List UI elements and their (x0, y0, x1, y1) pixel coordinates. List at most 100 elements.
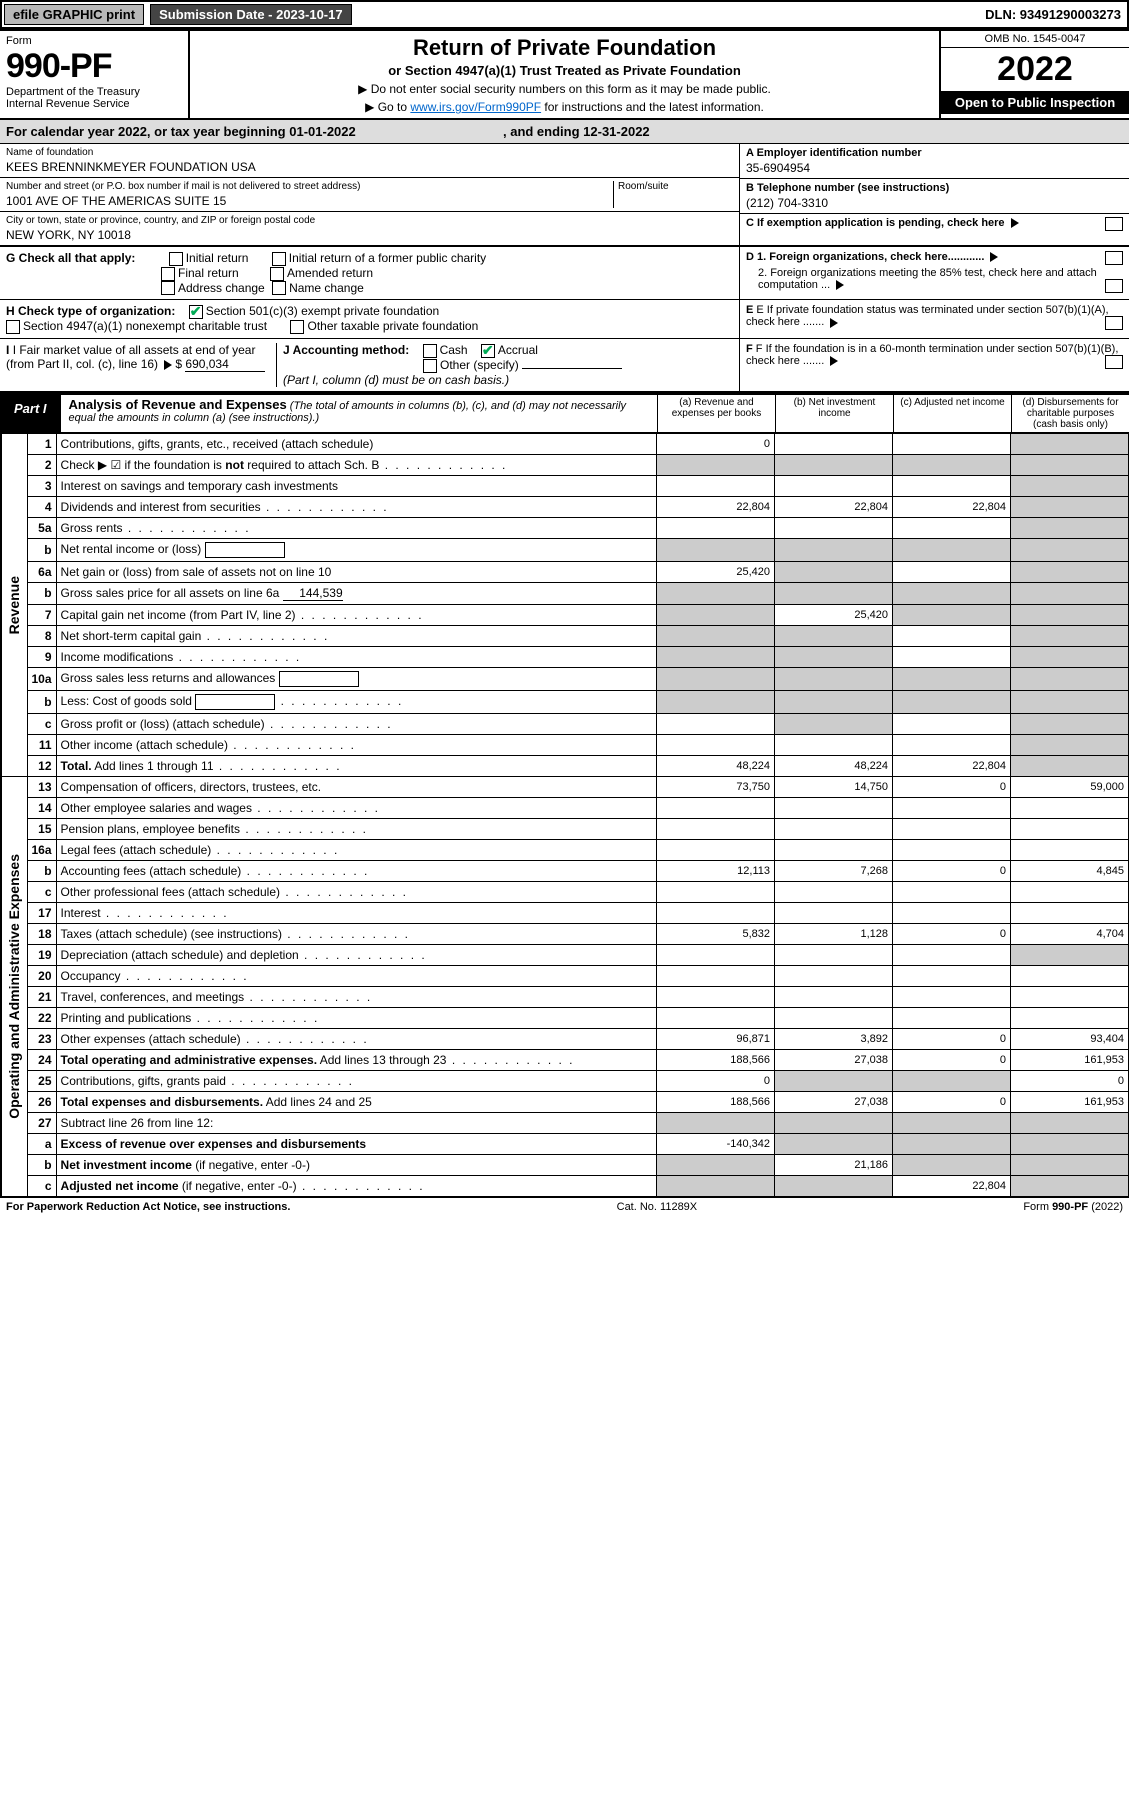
final-return-checkbox[interactable] (161, 267, 175, 281)
other-taxable-checkbox[interactable] (290, 320, 304, 334)
col-d-header: (d) Disbursements for charitable purpose… (1011, 395, 1129, 432)
table-row: 18Taxes (attach schedule) (see instructi… (1, 923, 1129, 944)
cash-checkbox[interactable] (423, 344, 437, 358)
i-j-section: I I Fair market value of all assets at e… (0, 339, 739, 391)
4947-checkbox[interactable] (6, 320, 20, 334)
table-row: 20Occupancy (1, 965, 1129, 986)
cell-col-b (775, 538, 893, 561)
revenue-side-label: Revenue (1, 433, 27, 776)
cell-col-a (657, 1154, 775, 1175)
efile-print-button[interactable]: efile GRAPHIC print (4, 4, 144, 25)
expenses-side-label: Operating and Administrative Expenses (1, 776, 27, 1196)
cell-col-c: 0 (893, 923, 1011, 944)
i-section: I I Fair market value of all assets at e… (6, 343, 276, 387)
amended-return-checkbox[interactable] (270, 267, 284, 281)
form-link[interactable]: www.irs.gov/Form990PF (410, 100, 541, 114)
table-row: 17Interest (1, 902, 1129, 923)
cell-col-a (657, 646, 775, 667)
line-description: Gross sales price for all assets on line… (56, 582, 656, 604)
arrow-icon (990, 252, 998, 262)
cell-col-a (657, 1007, 775, 1028)
cell-col-d: 161,953 (1011, 1049, 1129, 1070)
cell-col-c (893, 881, 1011, 902)
accrual-checkbox[interactable] (481, 344, 495, 358)
arrow-icon (830, 318, 838, 328)
cell-col-c (893, 475, 1011, 496)
cell-col-c (893, 734, 1011, 755)
cell-col-d (1011, 755, 1129, 776)
cell-col-d: 4,704 (1011, 923, 1129, 944)
cell-col-d (1011, 690, 1129, 713)
submission-date-button[interactable]: Submission Date - 2023-10-17 (150, 4, 352, 25)
cell-col-a (657, 902, 775, 923)
cell-col-a (657, 734, 775, 755)
line-number: 4 (27, 496, 56, 517)
cell-col-c: 0 (893, 1049, 1011, 1070)
e-text: E If private foundation status was termi… (746, 304, 1109, 328)
addr-label: Number and street (or P.O. box number if… (6, 181, 613, 192)
table-row: 27Subtract line 26 from line 12: (1, 1112, 1129, 1133)
cell-col-a (657, 538, 775, 561)
cell-col-d (1011, 986, 1129, 1007)
name-change-checkbox[interactable] (272, 281, 286, 295)
g-section: G Check all that apply: Initial return I… (0, 247, 739, 299)
initial-return-checkbox[interactable] (169, 252, 183, 266)
form-number-cell: Form 990-PF Department of the Treasury I… (0, 31, 190, 118)
cell-col-d (1011, 517, 1129, 538)
table-row: 2Check ▶ ☑ if the foundation is not requ… (1, 454, 1129, 475)
other-method-checkbox[interactable] (423, 359, 437, 373)
cell-col-d (1011, 561, 1129, 582)
line-number: 19 (27, 944, 56, 965)
j-note: (Part I, column (d) must be on cash basi… (283, 373, 509, 387)
line-number: 12 (27, 755, 56, 776)
line-description: Interest on savings and temporary cash i… (56, 475, 656, 496)
d2-checkbox[interactable] (1105, 279, 1123, 293)
title-center: Return of Private Foundation or Section … (190, 31, 939, 118)
line-number: 16a (27, 839, 56, 860)
line-number: 21 (27, 986, 56, 1007)
cell-col-b (775, 646, 893, 667)
title-block: Form 990-PF Department of the Treasury I… (0, 29, 1129, 120)
cell-col-b (775, 965, 893, 986)
cell-col-a: 188,566 (657, 1049, 775, 1070)
line-number: a (27, 1133, 56, 1154)
cell-col-a (657, 517, 775, 538)
cell-col-c (893, 433, 1011, 454)
line-number: 22 (27, 1007, 56, 1028)
address-change-checkbox[interactable] (161, 281, 175, 295)
initial-public-checkbox[interactable] (272, 252, 286, 266)
table-row: 19Depreciation (attach schedule) and dep… (1, 944, 1129, 965)
table-row: 8Net short-term capital gain (1, 625, 1129, 646)
instruction-1: ▶ Do not enter social security numbers o… (198, 82, 931, 96)
form-number: 990-PF (6, 47, 182, 86)
cell-col-b (775, 475, 893, 496)
cell-col-b: 48,224 (775, 755, 893, 776)
table-row: 14Other employee salaries and wages (1, 797, 1129, 818)
line-description: Excess of revenue over expenses and disb… (56, 1133, 656, 1154)
501c3-checkbox[interactable] (189, 305, 203, 319)
line-number: 17 (27, 902, 56, 923)
line-number: 20 (27, 965, 56, 986)
line-description: Adjusted net income (if negative, enter … (56, 1175, 656, 1196)
g-opt-4: Address change (178, 281, 265, 295)
cell-col-c (893, 839, 1011, 860)
cell-col-d (1011, 604, 1129, 625)
exemption-checkbox[interactable] (1105, 217, 1123, 231)
cell-col-d (1011, 454, 1129, 475)
table-row: 3Interest on savings and temporary cash … (1, 475, 1129, 496)
line-description: Occupancy (56, 965, 656, 986)
line-description: Dividends and interest from securities (56, 496, 656, 517)
cell-col-c: 0 (893, 1028, 1011, 1049)
line-description: Total operating and administrative expen… (56, 1049, 656, 1070)
cell-col-d (1011, 713, 1129, 734)
f-checkbox[interactable] (1105, 355, 1123, 369)
f-section: F F If the foundation is in a 60-month t… (739, 339, 1129, 391)
line-description: Gross profit or (loss) (attach schedule) (56, 713, 656, 734)
d1-checkbox[interactable] (1105, 251, 1123, 265)
table-row: Operating and Administrative Expenses13C… (1, 776, 1129, 797)
part1-header: Part I Analysis of Revenue and Expenses … (0, 393, 1129, 433)
cell-col-b (775, 902, 893, 923)
cell-col-d (1011, 944, 1129, 965)
phone-value: (212) 704-3310 (746, 194, 1123, 210)
e-checkbox[interactable] (1105, 316, 1123, 330)
